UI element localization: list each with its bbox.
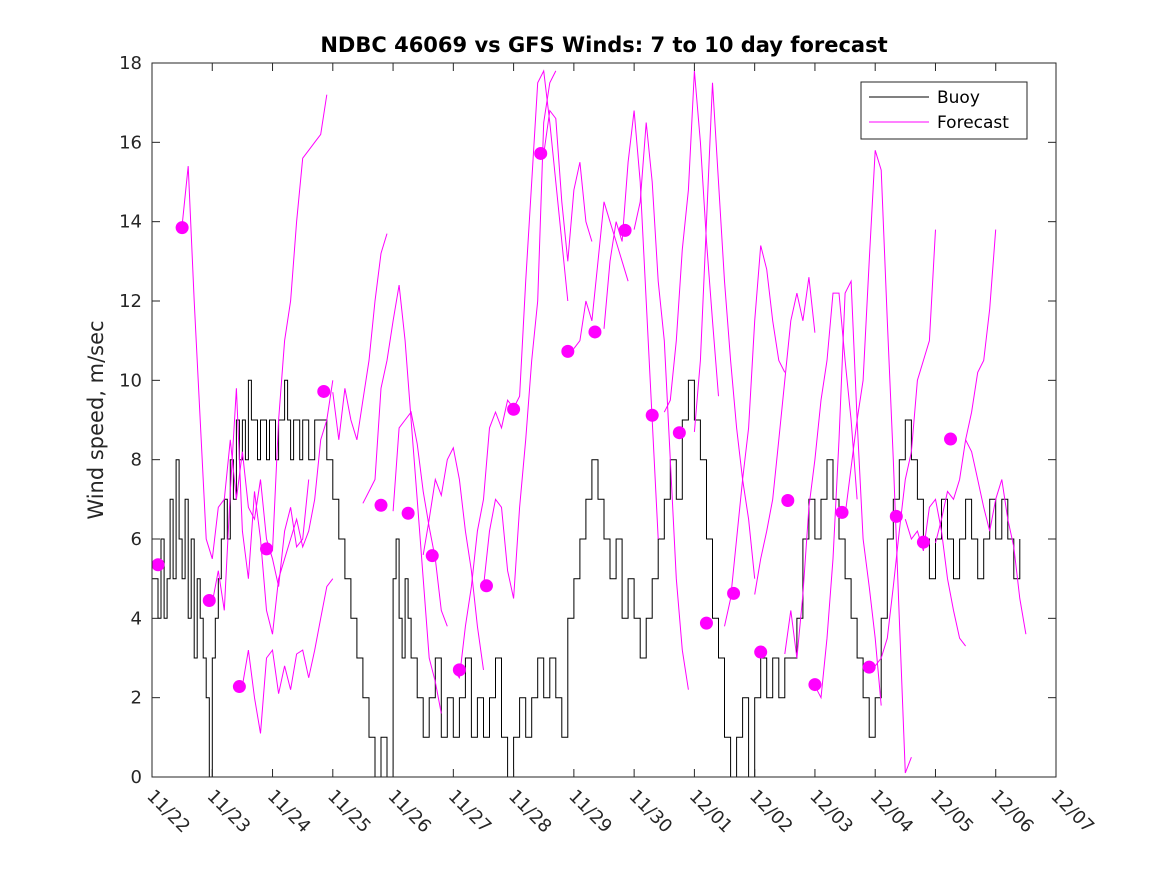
chart-title: NDBC 46069 vs GFS Winds: 7 to 10 day for…: [320, 33, 887, 57]
forecast-line-9: [483, 70, 557, 599]
forecast-line-13: [603, 110, 659, 540]
forecast-marker: [232, 680, 246, 694]
forecast-line-12: [573, 201, 629, 349]
forecast-line-14: [633, 122, 689, 690]
forecast-marker: [808, 678, 822, 692]
forecast-line-22: [874, 229, 936, 667]
forecast-line-8: [452, 399, 514, 680]
forecast-marker: [618, 223, 632, 237]
forecast-marker: [944, 432, 958, 446]
forecast-line-4: [332, 233, 388, 440]
y-axis-label: Wind speed, m/sec: [84, 320, 108, 519]
forecast-marker: [727, 586, 741, 600]
y-tick-label: 8: [131, 450, 142, 471]
forecast-marker: [479, 579, 493, 593]
forecast-marker: [260, 542, 274, 556]
forecast-marker: [507, 402, 521, 416]
forecast-line-21: [844, 150, 912, 774]
y-tick-label: 4: [131, 608, 142, 629]
forecast-line-15: [663, 70, 719, 413]
forecast-marker: [534, 146, 548, 160]
forecast-markers: [151, 146, 958, 694]
forecast-marker: [374, 498, 388, 512]
forecast-line-6: [392, 410, 448, 627]
y-tick-label: 6: [131, 529, 142, 550]
forecast-marker: [317, 384, 331, 398]
forecast-marker: [401, 506, 415, 520]
forecast-line-5: [362, 285, 442, 714]
legend-label-forecast: Forecast: [937, 113, 1009, 133]
forecast-line-23: [904, 498, 966, 647]
y-tick-label: 16: [119, 132, 142, 153]
y-tick-label: 18: [119, 53, 142, 74]
forecast-marker: [862, 660, 876, 674]
forecast-line-0: [181, 166, 310, 587]
forecast-marker: [202, 593, 216, 607]
axes-box: [151, 62, 1057, 778]
forecast-line-1: [211, 380, 334, 635]
forecast-series: [181, 69, 1027, 774]
forecast-marker: [699, 616, 713, 630]
forecast-marker: [588, 325, 602, 339]
forecast-line-17: [724, 245, 786, 627]
forecast-marker: [645, 408, 659, 422]
forecast-line-2: [241, 578, 334, 734]
forecast-line-20: [814, 279, 882, 706]
y-tick-label: 2: [131, 688, 142, 709]
forecast-line-25: [965, 439, 1027, 635]
legend-label-buoy: Buoy: [937, 88, 980, 108]
forecast-line-11: [543, 109, 593, 262]
forecast-marker: [672, 426, 686, 440]
legend: Buoy Forecast: [860, 81, 1028, 140]
forecast-marker: [151, 558, 165, 572]
legend-box: [860, 81, 1028, 140]
forecast-marker: [175, 221, 189, 235]
forecast-line-7: [422, 446, 484, 670]
forecast-marker: [452, 663, 466, 677]
forecast-marker: [889, 509, 903, 523]
forecast-marker: [835, 505, 849, 519]
forecast-marker: [754, 645, 768, 659]
y-tick-label: 14: [119, 212, 142, 233]
forecast-line-18: [754, 277, 816, 595]
forecast-line-19: [784, 292, 858, 659]
forecast-line-10: [513, 69, 569, 409]
forecast-marker: [561, 344, 575, 358]
y-axis: 0 2 4 6 8 10 12 14 16 18: [119, 53, 1056, 788]
forecast-line-3: [272, 94, 328, 551]
y-tick-label: 12: [119, 291, 142, 312]
forecast-marker: [916, 535, 930, 549]
forecast-line-16: [693, 82, 756, 579]
y-tick-label: 10: [119, 370, 142, 391]
forecast-marker: [425, 549, 439, 563]
y-tick-label: 0: [131, 767, 142, 788]
forecast-marker: [781, 494, 795, 508]
